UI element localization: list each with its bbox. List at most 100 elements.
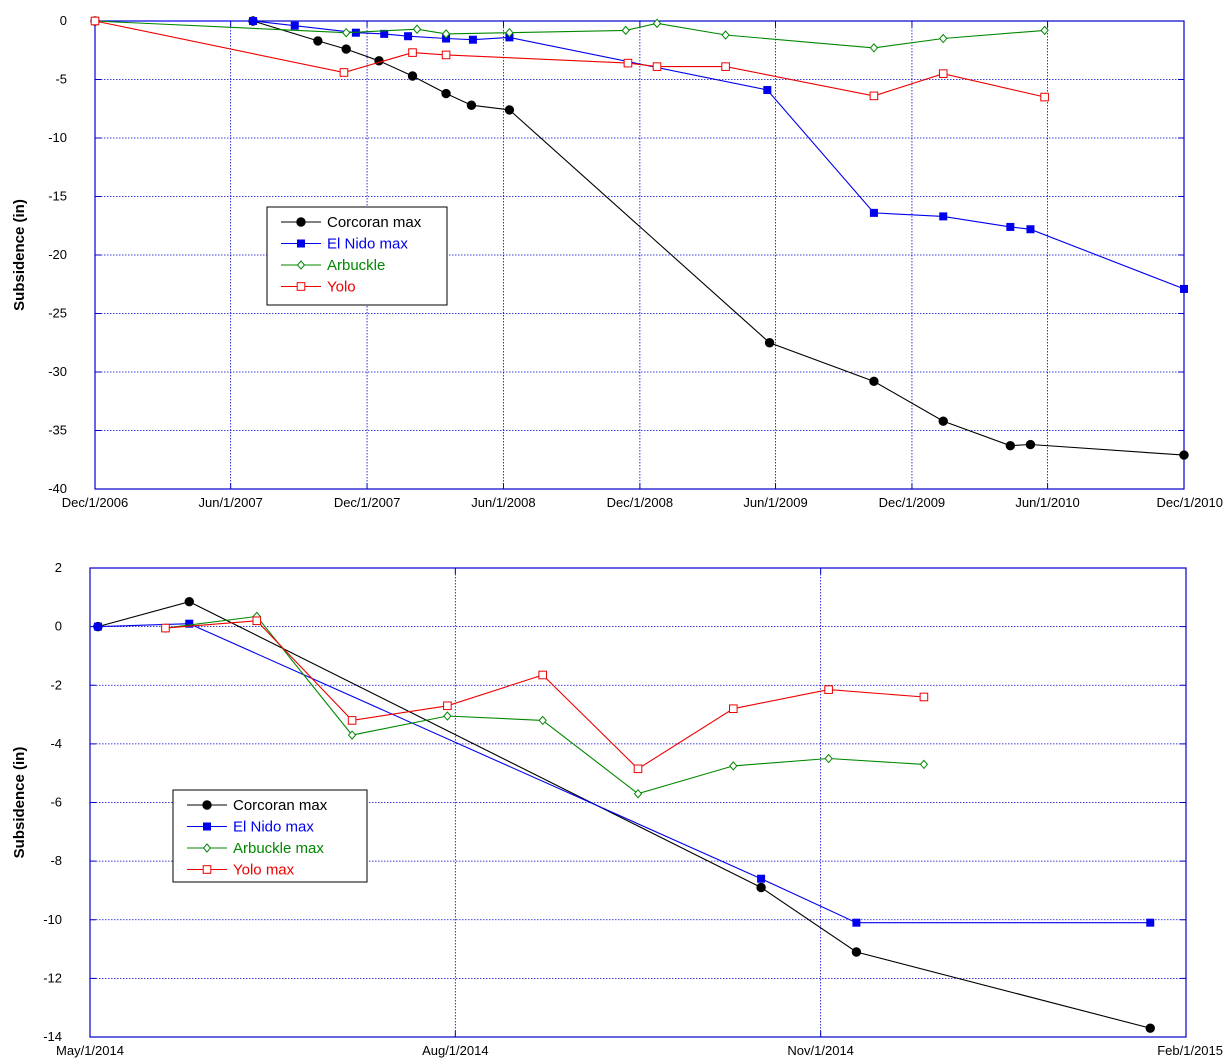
data-point xyxy=(339,68,349,77)
y-axis-label: Subsidence (in) xyxy=(11,199,28,311)
data-point xyxy=(763,86,772,95)
x-tick-label: Dec/1/2010 xyxy=(1157,495,1224,510)
data-point xyxy=(538,715,547,726)
data-point xyxy=(757,874,766,883)
data-point xyxy=(441,50,451,60)
data-point xyxy=(412,24,422,34)
legend-item-yolo: Yolo xyxy=(281,279,356,296)
data-point xyxy=(938,69,948,78)
data-point xyxy=(652,62,662,71)
data-point xyxy=(313,36,323,46)
data-point xyxy=(443,711,452,721)
legend-label: El Nido max xyxy=(233,819,314,836)
data-point xyxy=(869,91,879,101)
legend-item-corcoran-max: Corcoran max xyxy=(187,797,328,814)
data-point xyxy=(652,18,662,29)
data-point xyxy=(161,623,170,633)
data-point xyxy=(729,761,738,771)
y-tick-label: -6 xyxy=(50,795,62,810)
y-tick-label: -20 xyxy=(48,247,67,262)
series-yolo xyxy=(90,16,1049,102)
data-point xyxy=(938,416,948,426)
data-point xyxy=(919,759,929,770)
data-point xyxy=(1179,450,1189,460)
series-line xyxy=(94,20,1045,98)
x-tick-label: May/1/2014 xyxy=(56,1043,124,1058)
legend-label: El Nido max xyxy=(327,236,408,253)
data-point xyxy=(185,619,194,628)
x-tick-label: Dec/1/2009 xyxy=(879,495,946,510)
legend-item-el-nido-max: El Nido max xyxy=(281,236,408,253)
y-tick-label: -10 xyxy=(43,912,62,927)
y-tick-label: -15 xyxy=(48,189,67,204)
data-point xyxy=(721,30,730,40)
data-point xyxy=(538,670,547,680)
data-point xyxy=(729,704,738,714)
data-point xyxy=(466,100,477,110)
y-tick-label: -35 xyxy=(48,423,67,438)
legend-label: Yolo max xyxy=(233,862,295,879)
data-point xyxy=(407,71,418,81)
data-point xyxy=(404,32,413,41)
data-point xyxy=(1040,25,1049,36)
x-tick-label: Dec/1/2006 xyxy=(62,495,129,510)
data-point xyxy=(852,918,861,927)
data-point xyxy=(939,33,948,44)
series-yolo-max xyxy=(161,616,929,774)
legend: Corcoran max El Nido max Arbuckle Yolo xyxy=(266,206,448,306)
y-tick-label: -40 xyxy=(48,481,67,496)
x-tick-label: Dec/1/2007 xyxy=(334,495,401,510)
y-axis-label: Subsidence (in) xyxy=(11,747,28,859)
legend-marker xyxy=(202,865,212,874)
legend-label: Arbuckle max xyxy=(233,840,324,857)
legend-marker xyxy=(203,822,211,831)
data-point xyxy=(341,44,351,54)
series-arbuckle xyxy=(90,16,1049,53)
y-tick-label: 0 xyxy=(55,619,62,634)
series-el-nido-max xyxy=(93,619,1155,927)
legend-label: Corcoran max xyxy=(327,214,422,231)
legend-label: Yolo xyxy=(327,279,356,296)
data-point xyxy=(249,17,258,25)
data-point xyxy=(408,48,417,57)
series-line xyxy=(94,20,1045,49)
legend-item-el-nido-max: El Nido max xyxy=(187,819,314,836)
x-tick-label: Aug/1/2014 xyxy=(422,1043,489,1058)
data-point xyxy=(342,27,351,38)
x-tick-label: Nov/1/2014 xyxy=(787,1043,854,1058)
legend-marker xyxy=(297,239,305,248)
data-point xyxy=(756,882,766,893)
y-tick-label: 2 xyxy=(55,560,62,575)
data-point xyxy=(1026,225,1035,234)
legend-marker xyxy=(202,843,212,853)
data-point xyxy=(1180,284,1188,293)
legend-label: Corcoran max xyxy=(233,797,328,814)
y-tick-label: -4 xyxy=(50,736,62,751)
y-tick-label: -30 xyxy=(48,364,67,379)
data-point xyxy=(347,730,357,740)
legend-marker xyxy=(202,800,212,810)
data-point xyxy=(443,701,452,711)
series-arbuckle-max xyxy=(161,611,929,799)
data-point xyxy=(1006,222,1015,231)
legend-label: Arbuckle xyxy=(327,257,385,274)
data-point xyxy=(869,43,879,53)
data-point xyxy=(90,16,100,26)
data-point xyxy=(441,88,451,99)
y-tick-label: -8 xyxy=(50,853,62,868)
x-tick-label: Jun/1/2010 xyxy=(1015,495,1079,510)
data-point xyxy=(1025,439,1036,450)
data-point xyxy=(764,338,775,348)
data-point xyxy=(504,105,515,115)
data-point xyxy=(93,622,102,631)
y-tick-label: -2 xyxy=(50,677,62,692)
data-point xyxy=(721,62,730,71)
y-tick-label: -14 xyxy=(43,1029,62,1044)
data-point xyxy=(1005,441,1016,451)
data-point xyxy=(380,29,389,38)
series-line xyxy=(165,615,924,795)
data-point xyxy=(939,212,948,221)
y-tick-label: 0 xyxy=(60,13,67,28)
